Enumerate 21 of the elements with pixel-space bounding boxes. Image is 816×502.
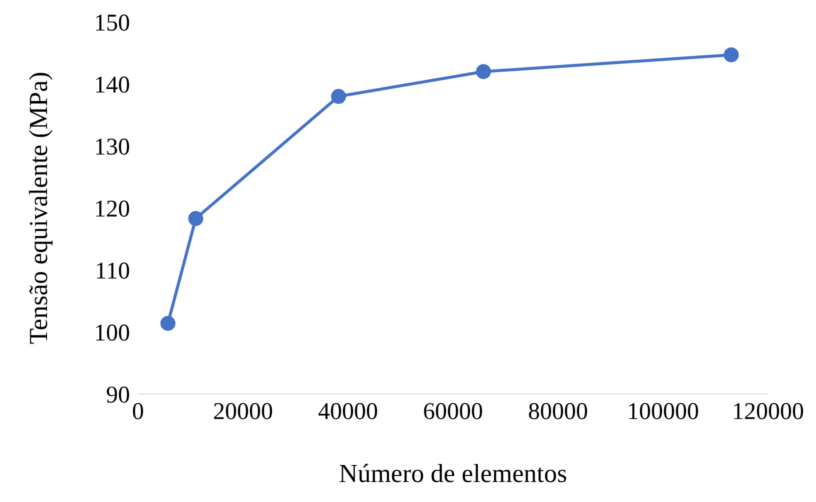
x-tick-label: 60000 [423,399,483,426]
y-tick-label: 90 [106,382,130,409]
x-tick-label: 40000 [318,399,378,426]
y-tick-label: 110 [94,258,130,285]
x-axis-title: Número de elementos [338,459,568,488]
point [331,88,346,104]
y-tick-label: 120 [94,196,130,223]
point [476,64,491,80]
y-tick-label: 130 [94,134,130,161]
y-tick-label: 100 [94,320,130,347]
point [724,47,739,62]
y-tick-label: 150 [94,10,130,37]
y-tick-label: 140 [94,72,130,99]
point [160,316,176,331]
x-tick-label: 0 [132,399,144,426]
point [188,211,204,226]
x-tick-label: 120000 [732,399,804,426]
x-tick-label: 20000 [213,399,273,426]
x-tick-label: 80000 [528,399,588,426]
x-tick-label: 100000 [627,399,699,426]
y-axis-title: Tensão equivalente (MPa) [24,72,54,344]
